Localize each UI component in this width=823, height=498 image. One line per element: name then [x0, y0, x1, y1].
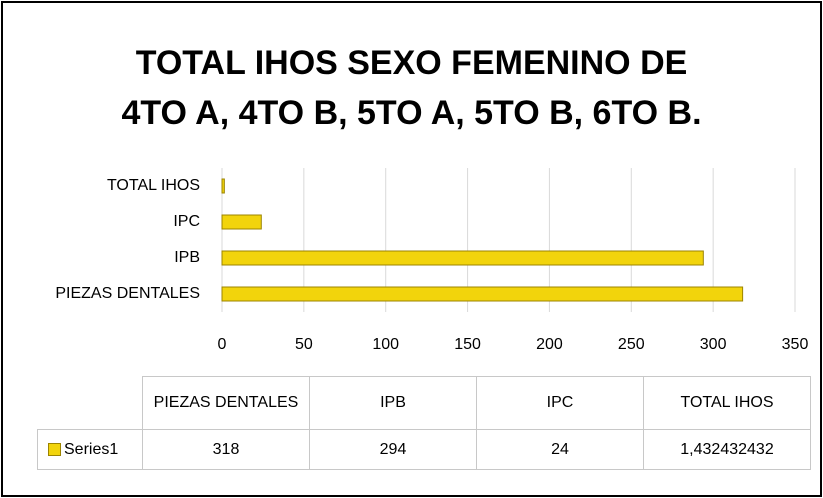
chart-title: TOTAL IHOS SEXO FEMENINO DE 4TO A, 4TO B… [121, 44, 702, 132]
table-value: 294 [309, 429, 477, 470]
legend-cell: Series1 [37, 429, 143, 470]
legend-key [48, 443, 61, 456]
y-tick-label: IPC [173, 213, 200, 230]
table-header: PIEZAS DENTALES [142, 376, 310, 430]
table-header: IPB [309, 376, 477, 430]
bar [221, 178, 225, 194]
table-value: 1,432432432 [643, 429, 811, 470]
x-tick-label: 50 [295, 336, 313, 353]
x-tick-label: 100 [372, 336, 399, 353]
table-value: 318 [142, 429, 310, 470]
bar [221, 286, 744, 302]
y-tick-label: PIEZAS DENTALES [55, 285, 200, 302]
bar [221, 250, 704, 266]
x-tick-label: 250 [618, 336, 645, 353]
x-tick-label: 300 [700, 336, 727, 353]
table-header: TOTAL IHOS [643, 376, 811, 430]
legend-label: Series1 [64, 440, 119, 458]
y-tick-label: IPB [174, 249, 200, 266]
y-tick-label: TOTAL IHOS [107, 177, 200, 194]
x-tick-label: 150 [454, 336, 481, 353]
bar [221, 214, 262, 230]
x-tick-label: 200 [536, 336, 563, 353]
x-tick-label: 0 [218, 336, 227, 353]
table-header: IPC [476, 376, 644, 430]
table-value: 24 [476, 429, 644, 470]
x-tick-label: 350 [782, 336, 809, 353]
